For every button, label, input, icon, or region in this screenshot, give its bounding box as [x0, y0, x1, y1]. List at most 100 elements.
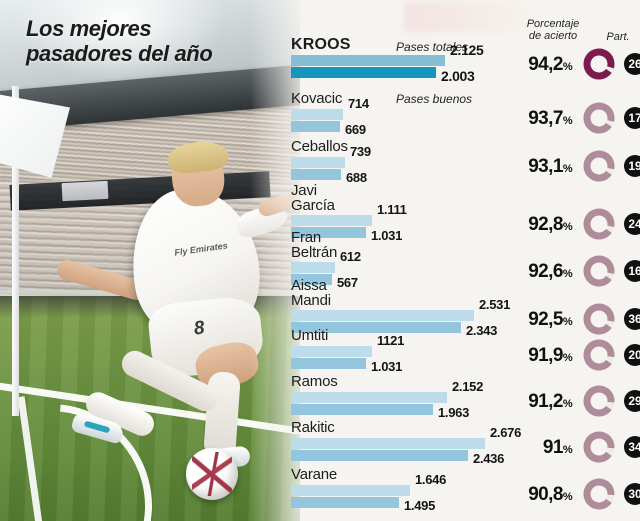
bar-total-passes: [291, 157, 345, 168]
bar-fill-total: [291, 485, 410, 496]
player-name: KROOS: [291, 36, 351, 53]
bar-fill-total: [291, 215, 372, 226]
bar-good-passes: [291, 450, 468, 461]
bar-fill-good: [291, 121, 340, 132]
bar-total-passes: [291, 485, 410, 496]
percent-column-header: Porcentaje de acierto: [514, 18, 592, 42]
bar-value-good: 688: [346, 170, 367, 185]
accuracy-percentage-unit: %: [562, 398, 573, 410]
bar-fill-good: [291, 274, 332, 285]
player-name: Ramos: [291, 373, 338, 390]
bar-value-total: 739: [350, 144, 371, 159]
legend-good-passes: Pases buenos: [396, 92, 473, 106]
data-panel: Porcentaje de acierto Part. Pases totale…: [286, 0, 640, 521]
watermark: [404, 2, 534, 32]
accuracy-percentage-unit: %: [562, 221, 573, 233]
bar-good-passes: [291, 274, 332, 285]
bar-good-passes: [291, 404, 433, 415]
page-title-line1: Los mejores: [26, 16, 152, 41]
legend-total-passes: Pases totales: [396, 40, 469, 54]
bar-fill-good: [291, 497, 399, 508]
advertising-board-logo: [61, 180, 109, 202]
bar-total-passes: [291, 392, 447, 403]
accuracy-percentage: 91,9%: [498, 345, 572, 367]
accuracy-percentage-value: 92,8: [528, 214, 563, 235]
bar-value-total: 1121: [377, 333, 405, 348]
accuracy-percentage: 90,8%: [498, 484, 572, 506]
accuracy-donut: [583, 208, 615, 240]
bar-value-good: 2.343: [466, 323, 498, 338]
bar-fill-total: [291, 55, 445, 66]
donut-arc: [583, 478, 615, 510]
bar-value-good: 1.495: [404, 498, 436, 513]
bar-fill-total: [291, 109, 343, 120]
donut-arc: [583, 385, 615, 417]
background-photo: Fly Emirates 8: [0, 0, 300, 521]
participation-badge: 20: [624, 344, 640, 366]
bar-good-passes: [291, 358, 366, 369]
participation-badge: 26: [624, 53, 640, 75]
bar-total-passes: [291, 109, 343, 120]
accuracy-donut: [583, 431, 615, 463]
photo-fade-overlay: [250, 0, 300, 521]
accuracy-percentage-value: 91,9: [528, 345, 563, 366]
bar-value-total: 2.152: [452, 379, 484, 394]
accuracy-percentage-value: 93,7: [528, 108, 563, 129]
accuracy-donut: [583, 385, 615, 417]
bar-value-good: 567: [337, 275, 358, 290]
bar-fill-total: [291, 262, 335, 273]
player-name: Umtiti: [291, 327, 329, 344]
bar-fill-total: [291, 392, 447, 403]
participation-badge: 16: [624, 260, 640, 282]
participation-badge: 29: [624, 390, 640, 412]
bar-fill-total: [291, 310, 474, 321]
donut-arc: [583, 150, 615, 182]
bar-fill-good: [291, 358, 366, 369]
bar-good-passes: [291, 497, 399, 508]
player-name: Varane: [291, 466, 338, 483]
accuracy-donut: [583, 48, 615, 80]
bar-good-passes: [291, 227, 366, 238]
bar-fill-good: [291, 227, 366, 238]
bar-value-total: 1.111: [377, 202, 407, 217]
percent-column-header-line1: Porcentaje: [526, 18, 580, 30]
bar-value-total: 714: [348, 96, 369, 111]
player-name: Rakitic: [291, 419, 335, 436]
bar-total-passes: [291, 310, 474, 321]
bar-fill-total: [291, 438, 485, 449]
accuracy-percentage-value: 91,2: [528, 391, 563, 412]
part-column-header: Part.: [606, 31, 630, 43]
bar-good-passes: [291, 169, 341, 180]
participation-badge: 30: [624, 483, 640, 505]
bar-value-total: 612: [340, 249, 361, 264]
bar-value-total: 2.676: [490, 425, 522, 440]
bar-fill-total: [291, 157, 345, 168]
football: [186, 448, 238, 500]
donut-arc: [583, 48, 615, 80]
bar-fill-total: [291, 346, 372, 357]
accuracy-donut: [583, 478, 615, 510]
accuracy-percentage-value: 93,1: [528, 156, 563, 177]
bar-good-passes: [291, 322, 461, 333]
accuracy-percentage: 93,7%: [498, 108, 572, 130]
participation-badge: 34: [624, 436, 640, 458]
accuracy-donut: [583, 102, 615, 134]
jersey-number: 8: [192, 317, 206, 340]
accuracy-percentage-unit: %: [562, 352, 573, 364]
page-title-line2: pasadores del año: [26, 41, 213, 66]
accuracy-percentage: 91,2%: [498, 391, 572, 413]
bar-value-good: 1.031: [371, 359, 403, 374]
accuracy-percentage: 94,2%: [498, 54, 572, 76]
bar-value-good: 2.003: [441, 68, 475, 84]
accuracy-donut: [583, 339, 615, 371]
bar-fill-good: [291, 404, 433, 415]
corner-flag-pole: [12, 86, 19, 416]
donut-arc: [583, 102, 615, 134]
bar-fill-good: [291, 322, 461, 333]
bar-value-good: 1.963: [438, 405, 470, 420]
player-name: Ceballos: [291, 138, 348, 155]
donut-arc: [583, 208, 615, 240]
participation-badge: 36: [624, 308, 640, 330]
bar-total-passes: [291, 346, 372, 357]
accuracy-percentage: 92,6%: [498, 261, 572, 283]
